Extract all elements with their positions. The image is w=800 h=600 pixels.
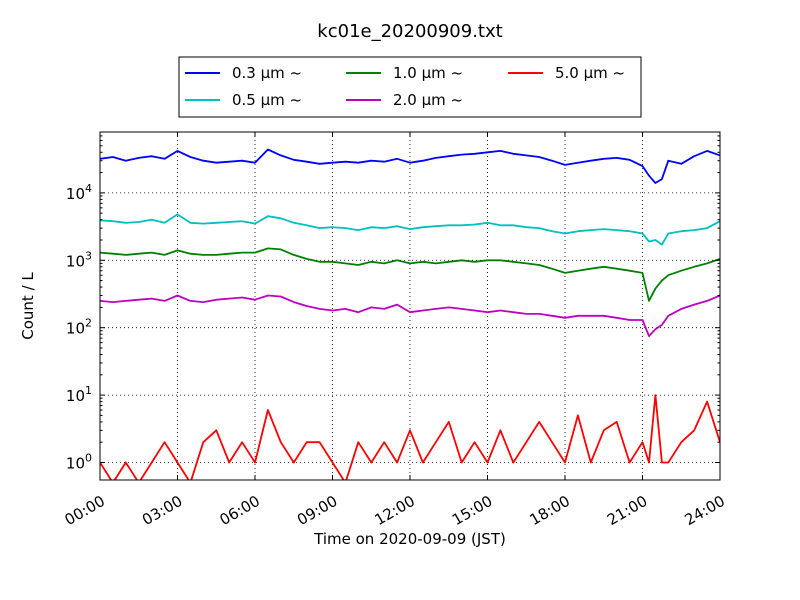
- x-tick-label: 15:00: [449, 492, 495, 529]
- x-tick-label: 12:00: [372, 492, 418, 529]
- y-tick-label: 103: [66, 249, 92, 270]
- legend-label: 0.3 μm ~: [232, 64, 302, 82]
- grid-lines: [100, 132, 720, 480]
- series-line-2: [100, 213, 720, 246]
- series-line-1: [100, 148, 720, 184]
- x-tick-label: 18:00: [527, 492, 573, 529]
- y-tick-label: 102: [66, 317, 92, 338]
- x-tick-label: 24:00: [682, 492, 728, 529]
- series-line-4: [100, 294, 720, 338]
- y-tick-label: 101: [66, 384, 92, 405]
- x-tick-label: 03:00: [139, 492, 185, 529]
- legend-label: 0.5 μm ~: [232, 91, 302, 109]
- legend-label: 5.0 μm ~: [555, 64, 625, 82]
- x-tick-label: 21:00: [604, 492, 650, 529]
- x-tick-label: 06:00: [217, 492, 263, 529]
- legend-label: 1.0 μm ~: [393, 64, 463, 82]
- y-axis-ticks: 100 101 102 103 104: [66, 131, 720, 472]
- x-tick-label: 00:00: [62, 492, 108, 529]
- series-lines: [100, 148, 720, 480]
- x-tick-label: 09:00: [294, 492, 340, 529]
- legend-label: 2.0 μm ~: [393, 91, 463, 109]
- x-axis-ticks: 00:00 03:00 06:00 09:00 12:00 15:00 18:00 21:00…: [62, 132, 728, 529]
- legend-box: [178, 56, 642, 118]
- legend: 0.3 μm ~ 0.5 μm ~ 1.0 μm ~ 2.0 μm ~ 5.0 μm ~: [178, 56, 642, 118]
- series-line-5: [100, 394, 720, 480]
- y-tick-label: 104: [66, 182, 92, 203]
- series-line-3: [100, 247, 720, 302]
- x-axis-label: Time on 2020-09-09 (JST): [313, 530, 506, 548]
- chart-title: kc01e_20200909.txt: [317, 21, 502, 42]
- y-tick-label: 100: [66, 451, 92, 472]
- y-axis-label: Count / L: [19, 272, 37, 340]
